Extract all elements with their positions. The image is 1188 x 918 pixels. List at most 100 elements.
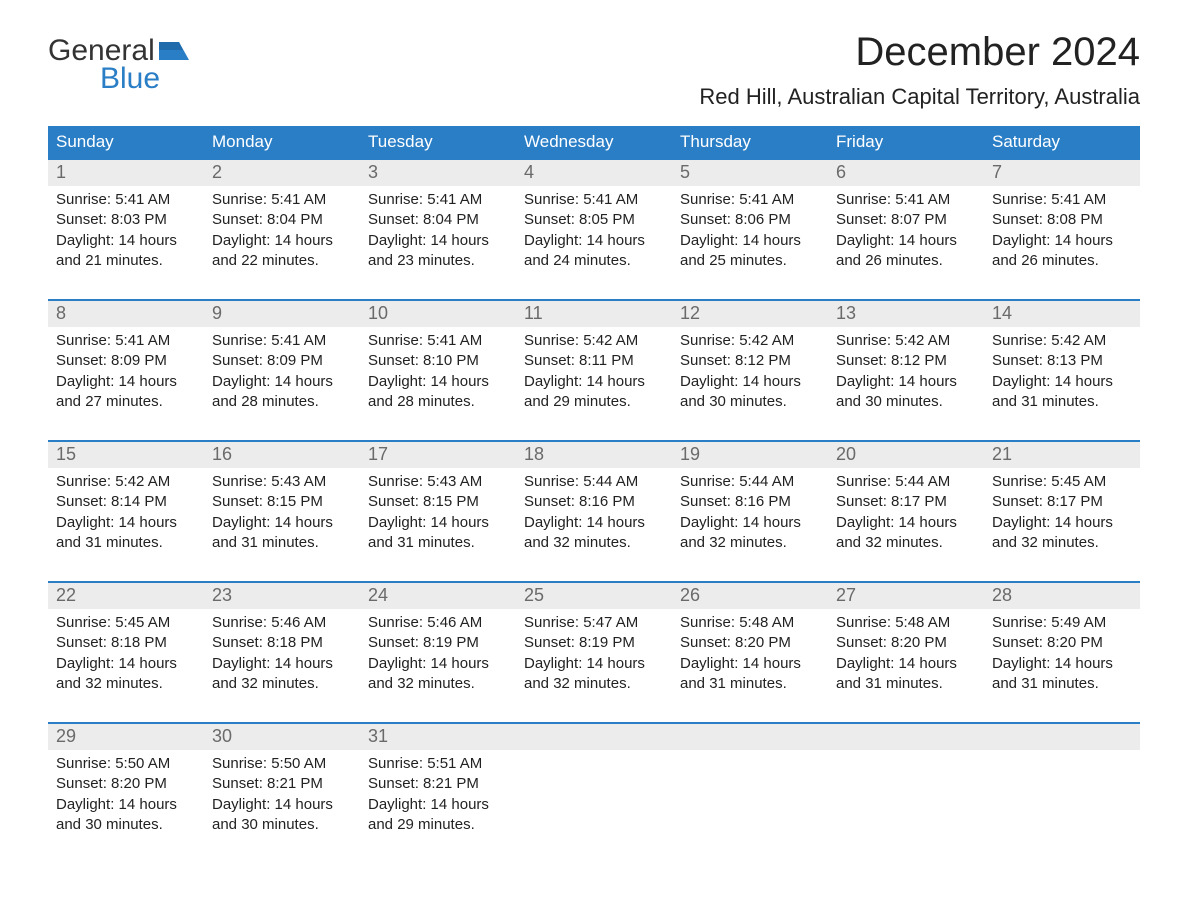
sunrise-line: Sunrise: 5:41 AM	[992, 190, 1132, 210]
day-number: 17	[360, 442, 516, 468]
logo: General Blue	[48, 30, 189, 94]
calendar-week: 891011121314Sunrise: 5:41 AMSunset: 8:09…	[48, 299, 1140, 440]
daylight-line: Daylight: 14 hours and 30 minutes.	[56, 795, 196, 836]
sunset-line: Sunset: 8:19 PM	[524, 633, 664, 653]
daylight-line: Daylight: 14 hours and 31 minutes.	[212, 513, 352, 554]
day-number: 15	[48, 442, 204, 468]
calendar-week: 1234567Sunrise: 5:41 AMSunset: 8:03 PMDa…	[48, 158, 1140, 299]
sunrise-line: Sunrise: 5:41 AM	[524, 190, 664, 210]
sunset-line: Sunset: 8:20 PM	[836, 633, 976, 653]
day-number-row: 22232425262728	[48, 583, 1140, 609]
day-cell: Sunrise: 5:46 AMSunset: 8:19 PMDaylight:…	[360, 609, 516, 694]
day-number-row: 15161718192021	[48, 442, 1140, 468]
daylight-line: Daylight: 14 hours and 31 minutes.	[680, 654, 820, 695]
sunrise-line: Sunrise: 5:50 AM	[212, 754, 352, 774]
sunrise-line: Sunrise: 5:43 AM	[212, 472, 352, 492]
day-cell: Sunrise: 5:48 AMSunset: 8:20 PMDaylight:…	[672, 609, 828, 694]
daylight-line: Daylight: 14 hours and 30 minutes.	[836, 372, 976, 413]
daylight-line: Daylight: 14 hours and 32 minutes.	[992, 513, 1132, 554]
daylight-line: Daylight: 14 hours and 31 minutes.	[992, 654, 1132, 695]
day-number: 2	[204, 160, 360, 186]
day-number: 30	[204, 724, 360, 750]
weekday-header: Wednesday	[516, 126, 672, 158]
sunset-line: Sunset: 8:03 PM	[56, 210, 196, 230]
day-number	[672, 724, 828, 750]
day-cell: Sunrise: 5:42 AMSunset: 8:14 PMDaylight:…	[48, 468, 204, 553]
day-number: 18	[516, 442, 672, 468]
day-cell: Sunrise: 5:42 AMSunset: 8:13 PMDaylight:…	[984, 327, 1140, 412]
calendar-week: 22232425262728Sunrise: 5:45 AMSunset: 8:…	[48, 581, 1140, 722]
daylight-line: Daylight: 14 hours and 32 minutes.	[56, 654, 196, 695]
day-cell: Sunrise: 5:48 AMSunset: 8:20 PMDaylight:…	[828, 609, 984, 694]
page-title: December 2024	[699, 30, 1140, 74]
day-cell	[828, 750, 984, 835]
daylight-line: Daylight: 14 hours and 28 minutes.	[368, 372, 508, 413]
day-number: 4	[516, 160, 672, 186]
day-number: 12	[672, 301, 828, 327]
day-number: 8	[48, 301, 204, 327]
daylight-line: Daylight: 14 hours and 23 minutes.	[368, 231, 508, 272]
flag-icon	[159, 36, 189, 66]
day-number: 27	[828, 583, 984, 609]
sunset-line: Sunset: 8:06 PM	[680, 210, 820, 230]
sunrise-line: Sunrise: 5:41 AM	[212, 331, 352, 351]
sunrise-line: Sunrise: 5:44 AM	[680, 472, 820, 492]
day-cell: Sunrise: 5:41 AMSunset: 8:07 PMDaylight:…	[828, 186, 984, 271]
sunset-line: Sunset: 8:21 PM	[212, 774, 352, 794]
sunrise-line: Sunrise: 5:45 AM	[992, 472, 1132, 492]
daylight-line: Daylight: 14 hours and 28 minutes.	[212, 372, 352, 413]
sunset-line: Sunset: 8:18 PM	[212, 633, 352, 653]
sunrise-line: Sunrise: 5:42 AM	[524, 331, 664, 351]
day-cell: Sunrise: 5:42 AMSunset: 8:11 PMDaylight:…	[516, 327, 672, 412]
sunrise-line: Sunrise: 5:50 AM	[56, 754, 196, 774]
day-cell	[516, 750, 672, 835]
daylight-line: Daylight: 14 hours and 24 minutes.	[524, 231, 664, 272]
daylight-line: Daylight: 14 hours and 25 minutes.	[680, 231, 820, 272]
day-body-row: Sunrise: 5:50 AMSunset: 8:20 PMDaylight:…	[48, 750, 1140, 863]
sunrise-line: Sunrise: 5:41 AM	[368, 190, 508, 210]
day-cell: Sunrise: 5:41 AMSunset: 8:09 PMDaylight:…	[204, 327, 360, 412]
day-number: 1	[48, 160, 204, 186]
day-cell: Sunrise: 5:42 AMSunset: 8:12 PMDaylight:…	[672, 327, 828, 412]
day-number: 7	[984, 160, 1140, 186]
day-cell: Sunrise: 5:44 AMSunset: 8:17 PMDaylight:…	[828, 468, 984, 553]
day-number: 23	[204, 583, 360, 609]
sunrise-line: Sunrise: 5:46 AM	[212, 613, 352, 633]
daylight-line: Daylight: 14 hours and 32 minutes.	[212, 654, 352, 695]
day-cell: Sunrise: 5:47 AMSunset: 8:19 PMDaylight:…	[516, 609, 672, 694]
day-number: 19	[672, 442, 828, 468]
weekday-header: Tuesday	[360, 126, 516, 158]
sunset-line: Sunset: 8:09 PM	[212, 351, 352, 371]
day-cell: Sunrise: 5:43 AMSunset: 8:15 PMDaylight:…	[204, 468, 360, 553]
sunrise-line: Sunrise: 5:42 AM	[56, 472, 196, 492]
sunset-line: Sunset: 8:09 PM	[56, 351, 196, 371]
sunrise-line: Sunrise: 5:41 AM	[368, 331, 508, 351]
sunrise-line: Sunrise: 5:42 AM	[836, 331, 976, 351]
day-cell: Sunrise: 5:51 AMSunset: 8:21 PMDaylight:…	[360, 750, 516, 835]
daylight-line: Daylight: 14 hours and 31 minutes.	[836, 654, 976, 695]
daylight-line: Daylight: 14 hours and 32 minutes.	[368, 654, 508, 695]
weekday-header: Monday	[204, 126, 360, 158]
sunset-line: Sunset: 8:13 PM	[992, 351, 1132, 371]
sunrise-line: Sunrise: 5:41 AM	[212, 190, 352, 210]
day-number: 26	[672, 583, 828, 609]
day-number-row: 891011121314	[48, 301, 1140, 327]
day-number: 31	[360, 724, 516, 750]
day-cell	[984, 750, 1140, 835]
sunrise-line: Sunrise: 5:41 AM	[680, 190, 820, 210]
day-cell: Sunrise: 5:41 AMSunset: 8:03 PMDaylight:…	[48, 186, 204, 271]
sunrise-line: Sunrise: 5:43 AM	[368, 472, 508, 492]
day-cell: Sunrise: 5:46 AMSunset: 8:18 PMDaylight:…	[204, 609, 360, 694]
weekday-header-row: SundayMondayTuesdayWednesdayThursdayFrid…	[48, 126, 1140, 158]
sunset-line: Sunset: 8:16 PM	[524, 492, 664, 512]
day-cell: Sunrise: 5:41 AMSunset: 8:06 PMDaylight:…	[672, 186, 828, 271]
day-cell: Sunrise: 5:41 AMSunset: 8:09 PMDaylight:…	[48, 327, 204, 412]
daylight-line: Daylight: 14 hours and 26 minutes.	[836, 231, 976, 272]
sunrise-line: Sunrise: 5:48 AM	[836, 613, 976, 633]
sunset-line: Sunset: 8:16 PM	[680, 492, 820, 512]
sunset-line: Sunset: 8:20 PM	[56, 774, 196, 794]
daylight-line: Daylight: 14 hours and 26 minutes.	[992, 231, 1132, 272]
sunrise-line: Sunrise: 5:42 AM	[680, 331, 820, 351]
daylight-line: Daylight: 14 hours and 32 minutes.	[680, 513, 820, 554]
day-cell: Sunrise: 5:50 AMSunset: 8:20 PMDaylight:…	[48, 750, 204, 835]
